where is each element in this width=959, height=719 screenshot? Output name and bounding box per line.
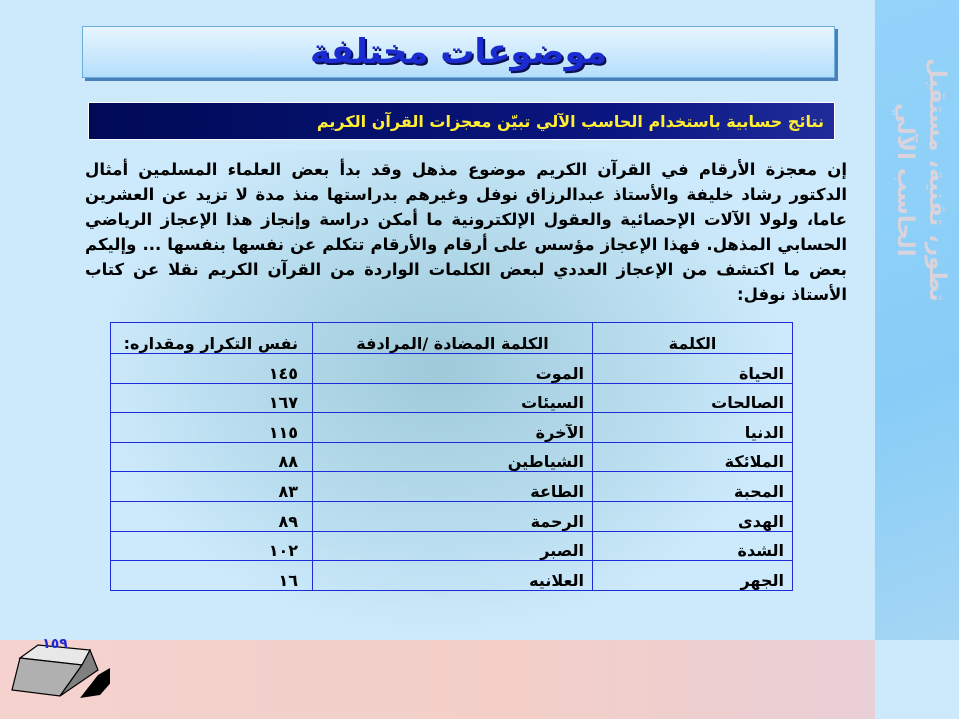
word-cell: الملائكة [592,441,793,473]
floor-background [0,640,875,719]
table-header-row: الكلمة الكلمة المضادة /المرادفة نفس التك… [110,322,793,354]
side-panel [875,0,959,640]
table-row: المحبة الطاعة ٨٣ [110,471,793,502]
table-row: الدنيا الآخرة ١١٥ [110,412,793,443]
table-row: الهدى الرحمة ٨٩ [110,500,793,532]
count-cell: ٨٨ [110,441,313,473]
opposite-cell: السيئات [312,382,593,414]
word-cell: المحبة [592,471,793,502]
count-cell: ١٤٥ [110,353,313,384]
title-bar: موضوعات مختلفة [82,26,835,78]
header-count: نفس التكرار ومقداره: [110,322,313,354]
side-title: تطور، تقنية، مستقبل الحاسب الآلي [883,50,953,310]
word-cell: الصالحات [592,382,793,414]
table-row: الحياة الموت ١٤٥ [110,353,793,384]
header-word: الكلمة [592,322,793,354]
count-cell: ١٠٢ [110,530,313,562]
side-title-line-1: الحاسب الآلي [892,103,918,257]
table-row: الصالحات السيئات ١٦٧ [110,382,793,414]
opposite-cell: العلانيه [312,560,593,591]
word-cell: الجهر [592,560,793,591]
keyboard-key-icon [11,644,110,698]
header-opposite: الكلمة المضادة /المرادفة [312,322,593,354]
word-table: الكلمة الكلمة المضادة /المرادفة نفس التك… [110,322,793,591]
subtitle-bar: نتائج حسابية باستخدام الحاسب الآلي تبيّن… [88,102,835,140]
word-cell: الهدى [592,500,793,532]
opposite-cell: الشياطين [312,441,593,473]
count-cell: ٨٣ [110,471,313,502]
opposite-cell: الطاعة [312,471,593,502]
opposite-cell: الرحمة [312,500,593,532]
table-row: الملائكة الشياطين ٨٨ [110,441,793,473]
count-cell: ١٦٧ [110,382,313,414]
count-cell: ١٦ [110,560,313,591]
count-cell: ١١٥ [110,412,313,443]
slide-title: موضوعات مختلفة [310,32,607,72]
slide-subtitle: نتائج حسابية باستخدام الحاسب الآلي تبيّن… [316,111,824,131]
opposite-cell: الموت [312,353,593,384]
count-cell: ٨٩ [110,500,313,532]
word-cell: الحياة [592,353,793,384]
opposite-cell: الصبر [312,530,593,562]
word-cell: الدنيا [592,412,793,443]
page-number: ١٥٩ [42,636,68,652]
table-row: الجهر العلانيه ١٦ [110,560,793,591]
table-row: الشدة الصبر ١٠٢ [110,530,793,562]
word-cell: الشدة [592,530,793,562]
opposite-cell: الآخرة [312,412,593,443]
side-title-line-2: تطور، تقنية، مستقبل [924,58,950,302]
body-paragraph: إن معجزة الأرقام في القرآن الكريم موضوع … [85,160,847,304]
